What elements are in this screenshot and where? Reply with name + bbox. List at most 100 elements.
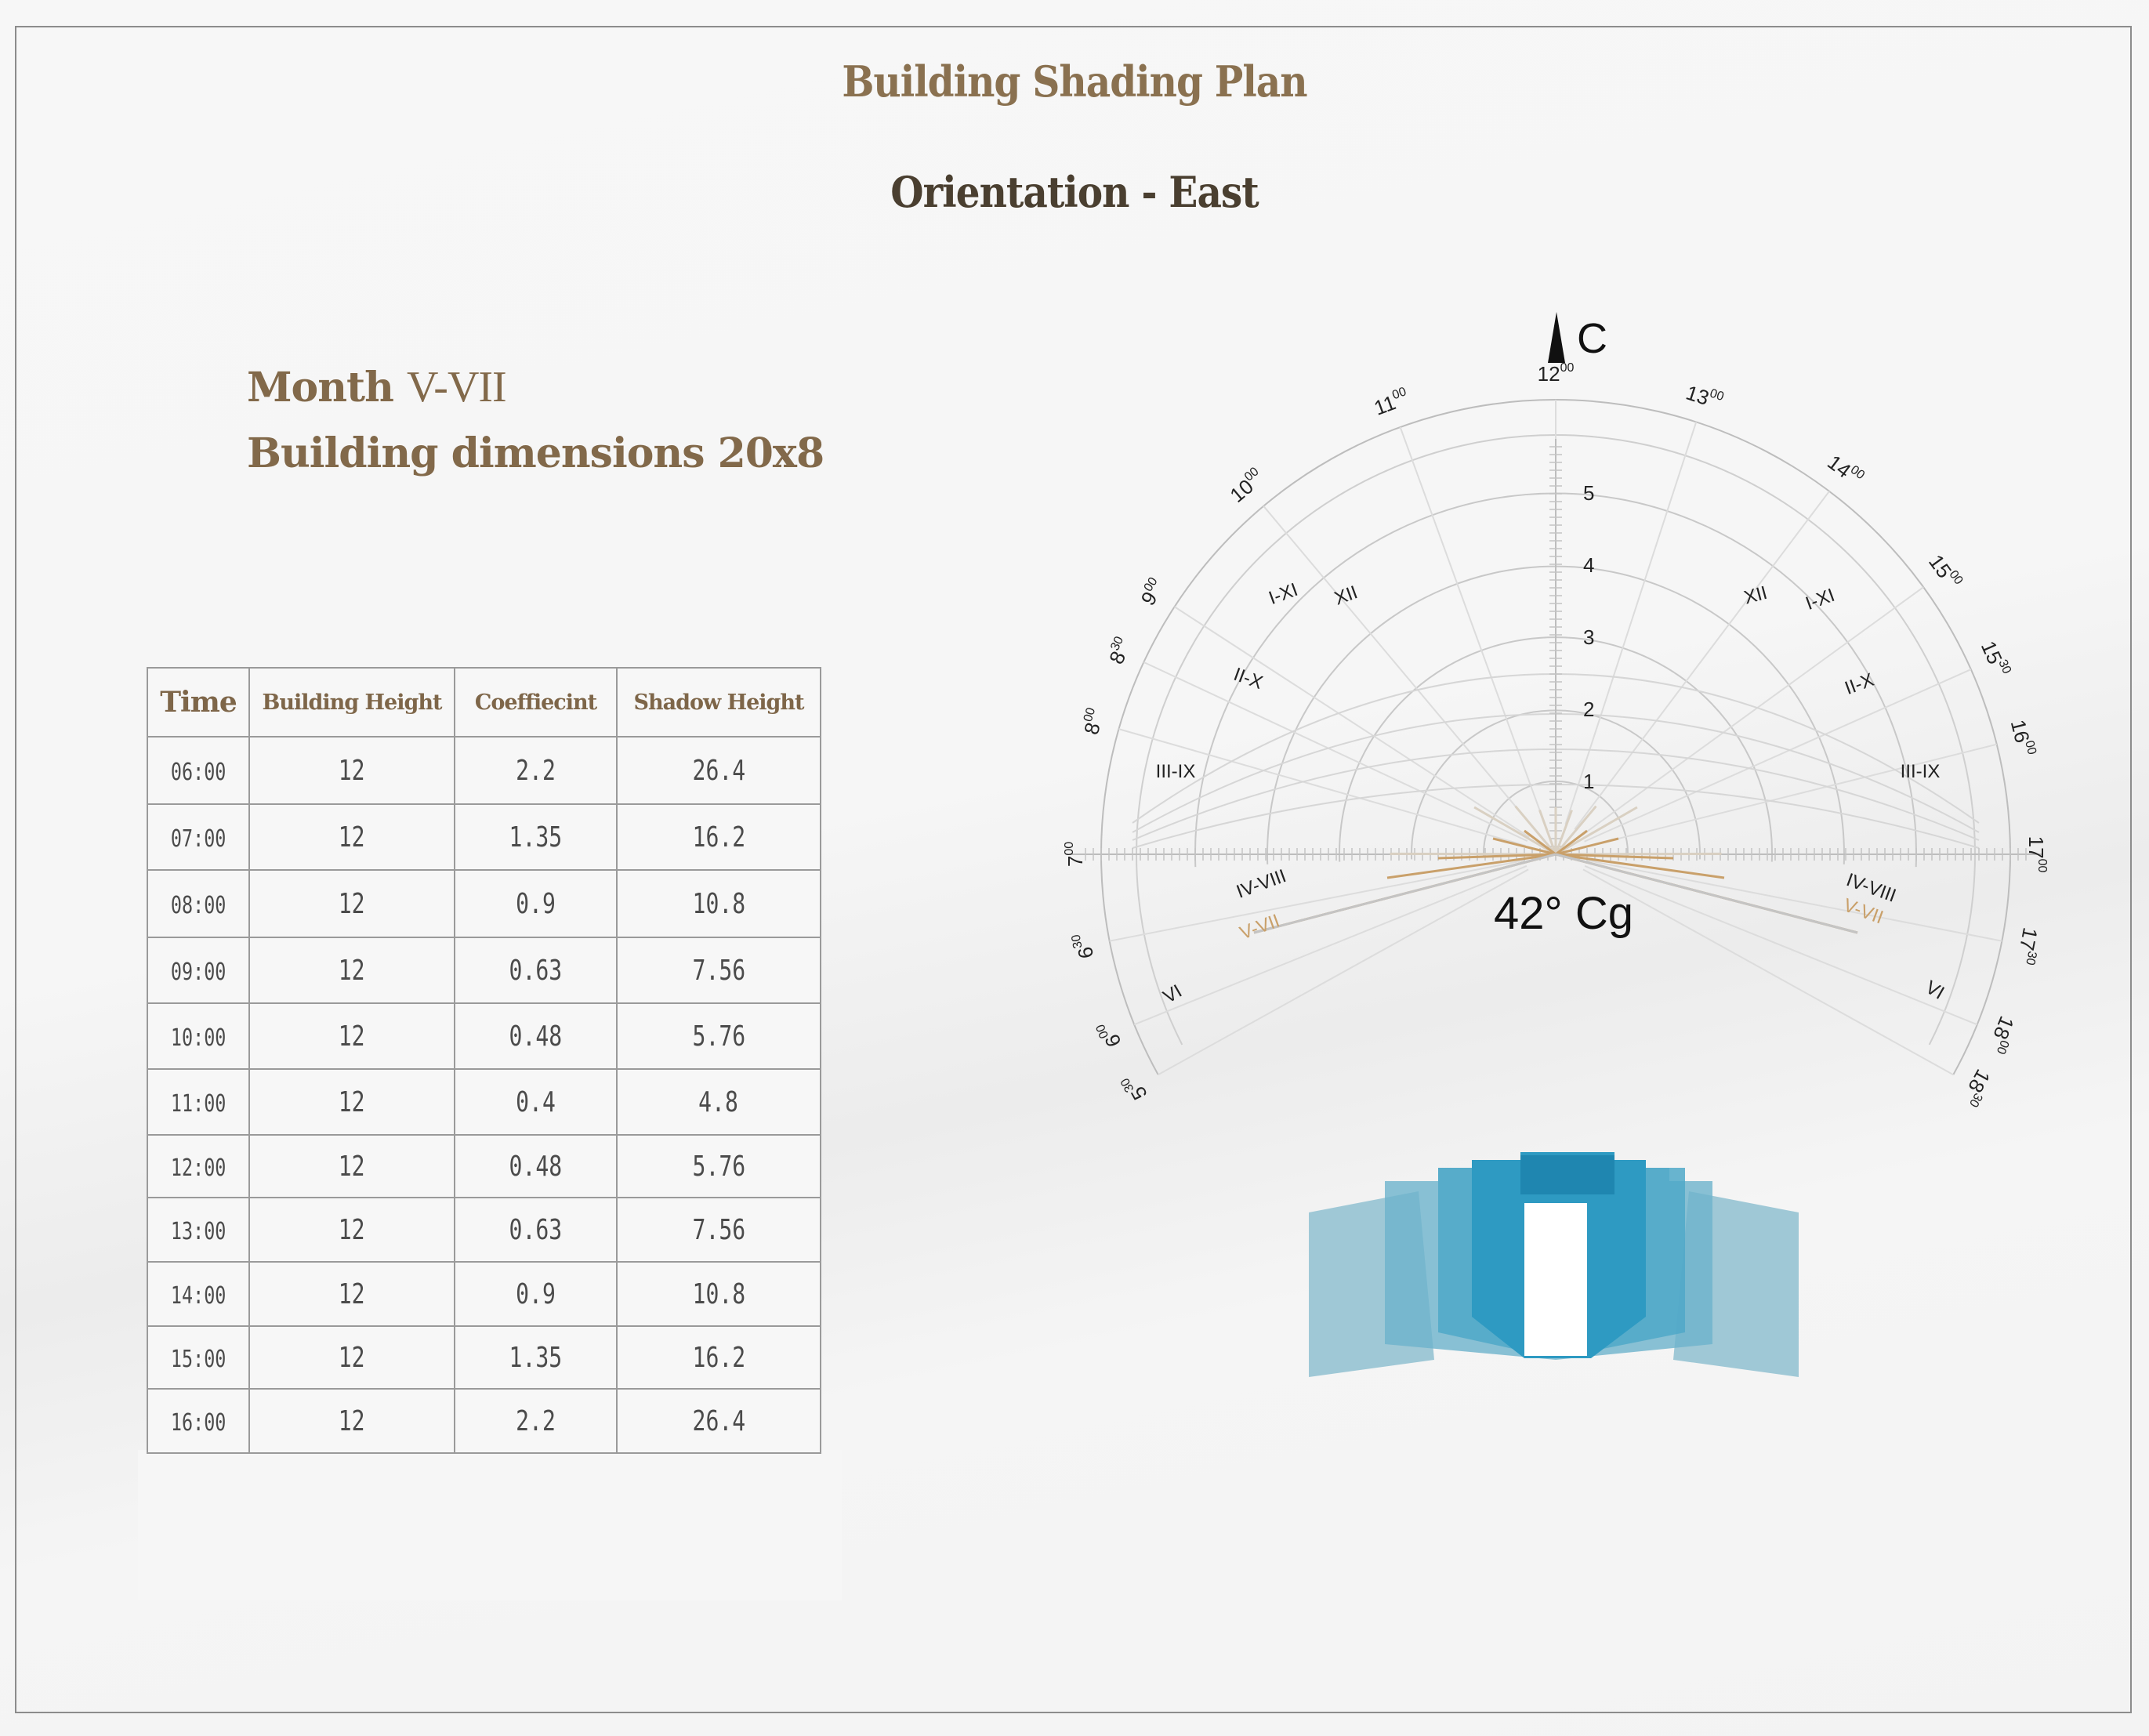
hour-line — [1574, 491, 1830, 830]
month-label: Month — [247, 364, 394, 411]
cell-building-height-text: 12 — [339, 1213, 365, 1246]
month-info: Month V-VII — [247, 362, 507, 412]
cell-shadow-height-text: 10.8 — [692, 887, 745, 920]
cell-building-height: 12 — [248, 1134, 455, 1198]
header-time: Time — [147, 667, 250, 738]
header-shadow-height: Shadow Height — [616, 667, 821, 738]
cell-coefficient: 0.48 — [454, 1134, 618, 1198]
table-row: 06:00 12 2.2 26.4 — [147, 736, 821, 805]
table-row: 07:00 12 1.35 16.2 — [147, 803, 821, 871]
cell-shadow-height-text: 16.2 — [692, 1341, 745, 1374]
table-row: 09:00 12 0.63 7.56 — [147, 937, 821, 1004]
radial-scale-label: 5 — [1583, 481, 1594, 505]
table-row: 08:00 12 0.9 10.8 — [147, 869, 821, 938]
cell-coefficient: 0.63 — [454, 1197, 618, 1263]
building-opening — [1524, 1203, 1587, 1356]
hour-line — [1143, 661, 1528, 843]
hour-label: 630 — [1070, 931, 1099, 961]
cell-shadow-height: 7.56 — [616, 1197, 821, 1263]
cell-building-height-text: 12 — [339, 1150, 365, 1183]
cell-coefficient: 2.2 — [454, 736, 618, 805]
page-frame — [15, 26, 2132, 1713]
hour-label-minutes: 30 — [1118, 1075, 1137, 1094]
shadow-ray-grey — [1555, 853, 1858, 934]
cell-shadow-height-text: 4.8 — [698, 1085, 739, 1118]
hour-label-hours: 6 — [1073, 945, 1098, 961]
hour-label: 830 — [1103, 634, 1136, 667]
cell-shadow-height-text: 26.4 — [692, 754, 745, 787]
cell-building-height-text: 12 — [339, 887, 365, 920]
hour-line — [1158, 868, 1529, 1076]
cell-time: 14:00 — [147, 1261, 250, 1327]
cell-shadow-height-text: 5.76 — [692, 1020, 745, 1053]
cell-time: 11:00 — [147, 1068, 250, 1136]
hour-line — [1580, 586, 1924, 837]
shadow-ray-highlight — [1555, 837, 1619, 856]
hour-label-minutes: 00 — [2022, 739, 2038, 756]
cell-coefficient-text: 2.2 — [516, 754, 556, 787]
cell-time-text: 13:00 — [170, 1217, 226, 1245]
cell-building-height-text: 12 — [339, 1341, 365, 1374]
cell-building-height: 12 — [248, 1325, 455, 1390]
shadow-ray-highlight — [1524, 829, 1556, 856]
cell-time: 08:00 — [147, 869, 250, 938]
radial-scale-label: 2 — [1583, 698, 1594, 721]
cell-coefficient-text: 0.63 — [509, 1213, 563, 1246]
hour-line — [1263, 506, 1537, 832]
shadow-rays — [1253, 805, 1858, 934]
month-label: III-IX — [1901, 761, 1941, 782]
hour-label: 1200 — [1538, 361, 1575, 386]
north-arrow-icon — [1548, 312, 1565, 363]
cell-coefficient: 0.4 — [454, 1068, 618, 1136]
cell-time-text: 11:00 — [170, 1089, 226, 1118]
cell-coefficient-text: 0.9 — [516, 887, 556, 920]
hour-line — [1399, 426, 1546, 825]
shadow-ray — [1514, 805, 1557, 855]
hour-label-hours: 17 — [2015, 926, 2042, 952]
cell-building-height-text: 12 — [339, 821, 365, 854]
hour-label-hours: 7 — [1064, 856, 1087, 867]
cell-building-height-text: 12 — [339, 1085, 365, 1118]
cell-shadow-height: 10.8 — [616, 869, 821, 938]
table-row: 11:00 12 0.4 4.8 — [147, 1068, 821, 1136]
table-row: 14:00 12 0.9 10.8 — [147, 1261, 821, 1327]
cell-shadow-height-text: 16.2 — [692, 821, 745, 854]
cell-coefficient: 0.9 — [454, 869, 618, 938]
cell-shadow-height-text: 10.8 — [692, 1278, 745, 1310]
cell-building-height-text: 12 — [339, 1404, 365, 1437]
hour-label: 1700 — [2024, 836, 2049, 873]
hour-label-minutes: 00 — [1560, 361, 1575, 375]
cell-time: 06:00 — [147, 736, 250, 805]
cell-shadow-height: 5.76 — [616, 1002, 821, 1070]
radial-scale-label: 1 — [1583, 770, 1594, 793]
cell-time-text: 12:00 — [170, 1154, 226, 1182]
cell-coefficient-text: 1.35 — [509, 821, 563, 854]
shadow-ray-grey — [1253, 853, 1556, 934]
cell-building-height-text: 12 — [339, 1020, 365, 1053]
building-roof — [1520, 1155, 1614, 1194]
cell-building-height-text: 12 — [339, 1278, 365, 1310]
hour-label: 1600 — [2006, 717, 2038, 759]
cell-building-height: 12 — [248, 1002, 455, 1070]
cell-coefficient-text: 1.35 — [509, 1341, 563, 1374]
cell-time-text: 09:00 — [170, 958, 226, 986]
table-row: 13:00 12 0.63 7.56 — [147, 1197, 821, 1263]
hour-label-minutes: 30 — [1070, 933, 1085, 950]
hour-line — [1118, 728, 1526, 846]
shadow-ray-highlight — [1555, 829, 1588, 856]
month-label: III-IX — [1156, 761, 1196, 782]
cell-shadow-height: 7.56 — [616, 937, 821, 1004]
cell-shadow-height: 5.76 — [616, 1134, 821, 1198]
building-dimensions: Building dimensions 20x8 — [247, 429, 824, 477]
cell-building-height-text: 12 — [339, 754, 365, 787]
table-row: 10:00 12 0.48 5.76 — [147, 1002, 821, 1070]
hour-line — [1585, 743, 1998, 848]
hour-label-minutes: 00 — [1094, 1022, 1111, 1040]
shadow-ray-highlight — [1492, 837, 1556, 856]
hour-label-hours: 17 — [2024, 836, 2048, 859]
header-building-height: Building Height — [248, 667, 455, 738]
cell-time-text: 06:00 — [170, 758, 226, 786]
cell-building-height-text: 12 — [339, 954, 365, 987]
hour-label-hours: 12 — [1538, 362, 1560, 386]
